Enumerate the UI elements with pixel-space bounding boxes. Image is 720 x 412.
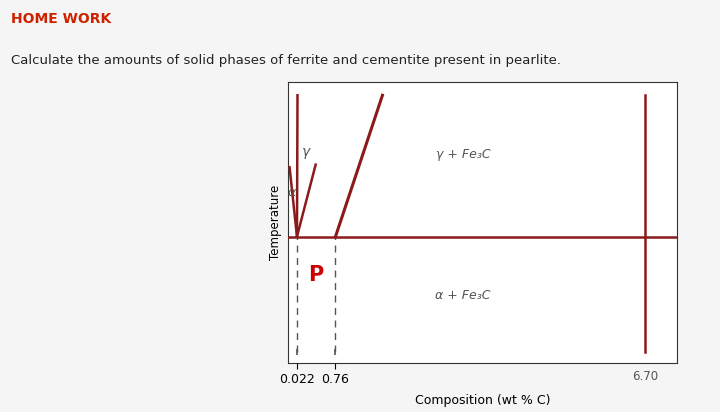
Text: P: P [308,265,323,285]
Text: HOME WORK: HOME WORK [11,12,111,26]
Text: α: α [287,186,296,199]
Text: α + Fe₃C: α + Fe₃C [435,289,490,302]
Y-axis label: Temperature: Temperature [269,185,282,260]
Text: Calculate the amounts of solid phases of ferrite and cementite present in pearli: Calculate the amounts of solid phases of… [11,54,561,67]
Text: γ + Fe₃C: γ + Fe₃C [436,148,490,161]
X-axis label: Composition (wt % C): Composition (wt % C) [415,394,550,407]
Text: γ: γ [302,145,310,159]
Text: 6.70: 6.70 [632,370,659,383]
